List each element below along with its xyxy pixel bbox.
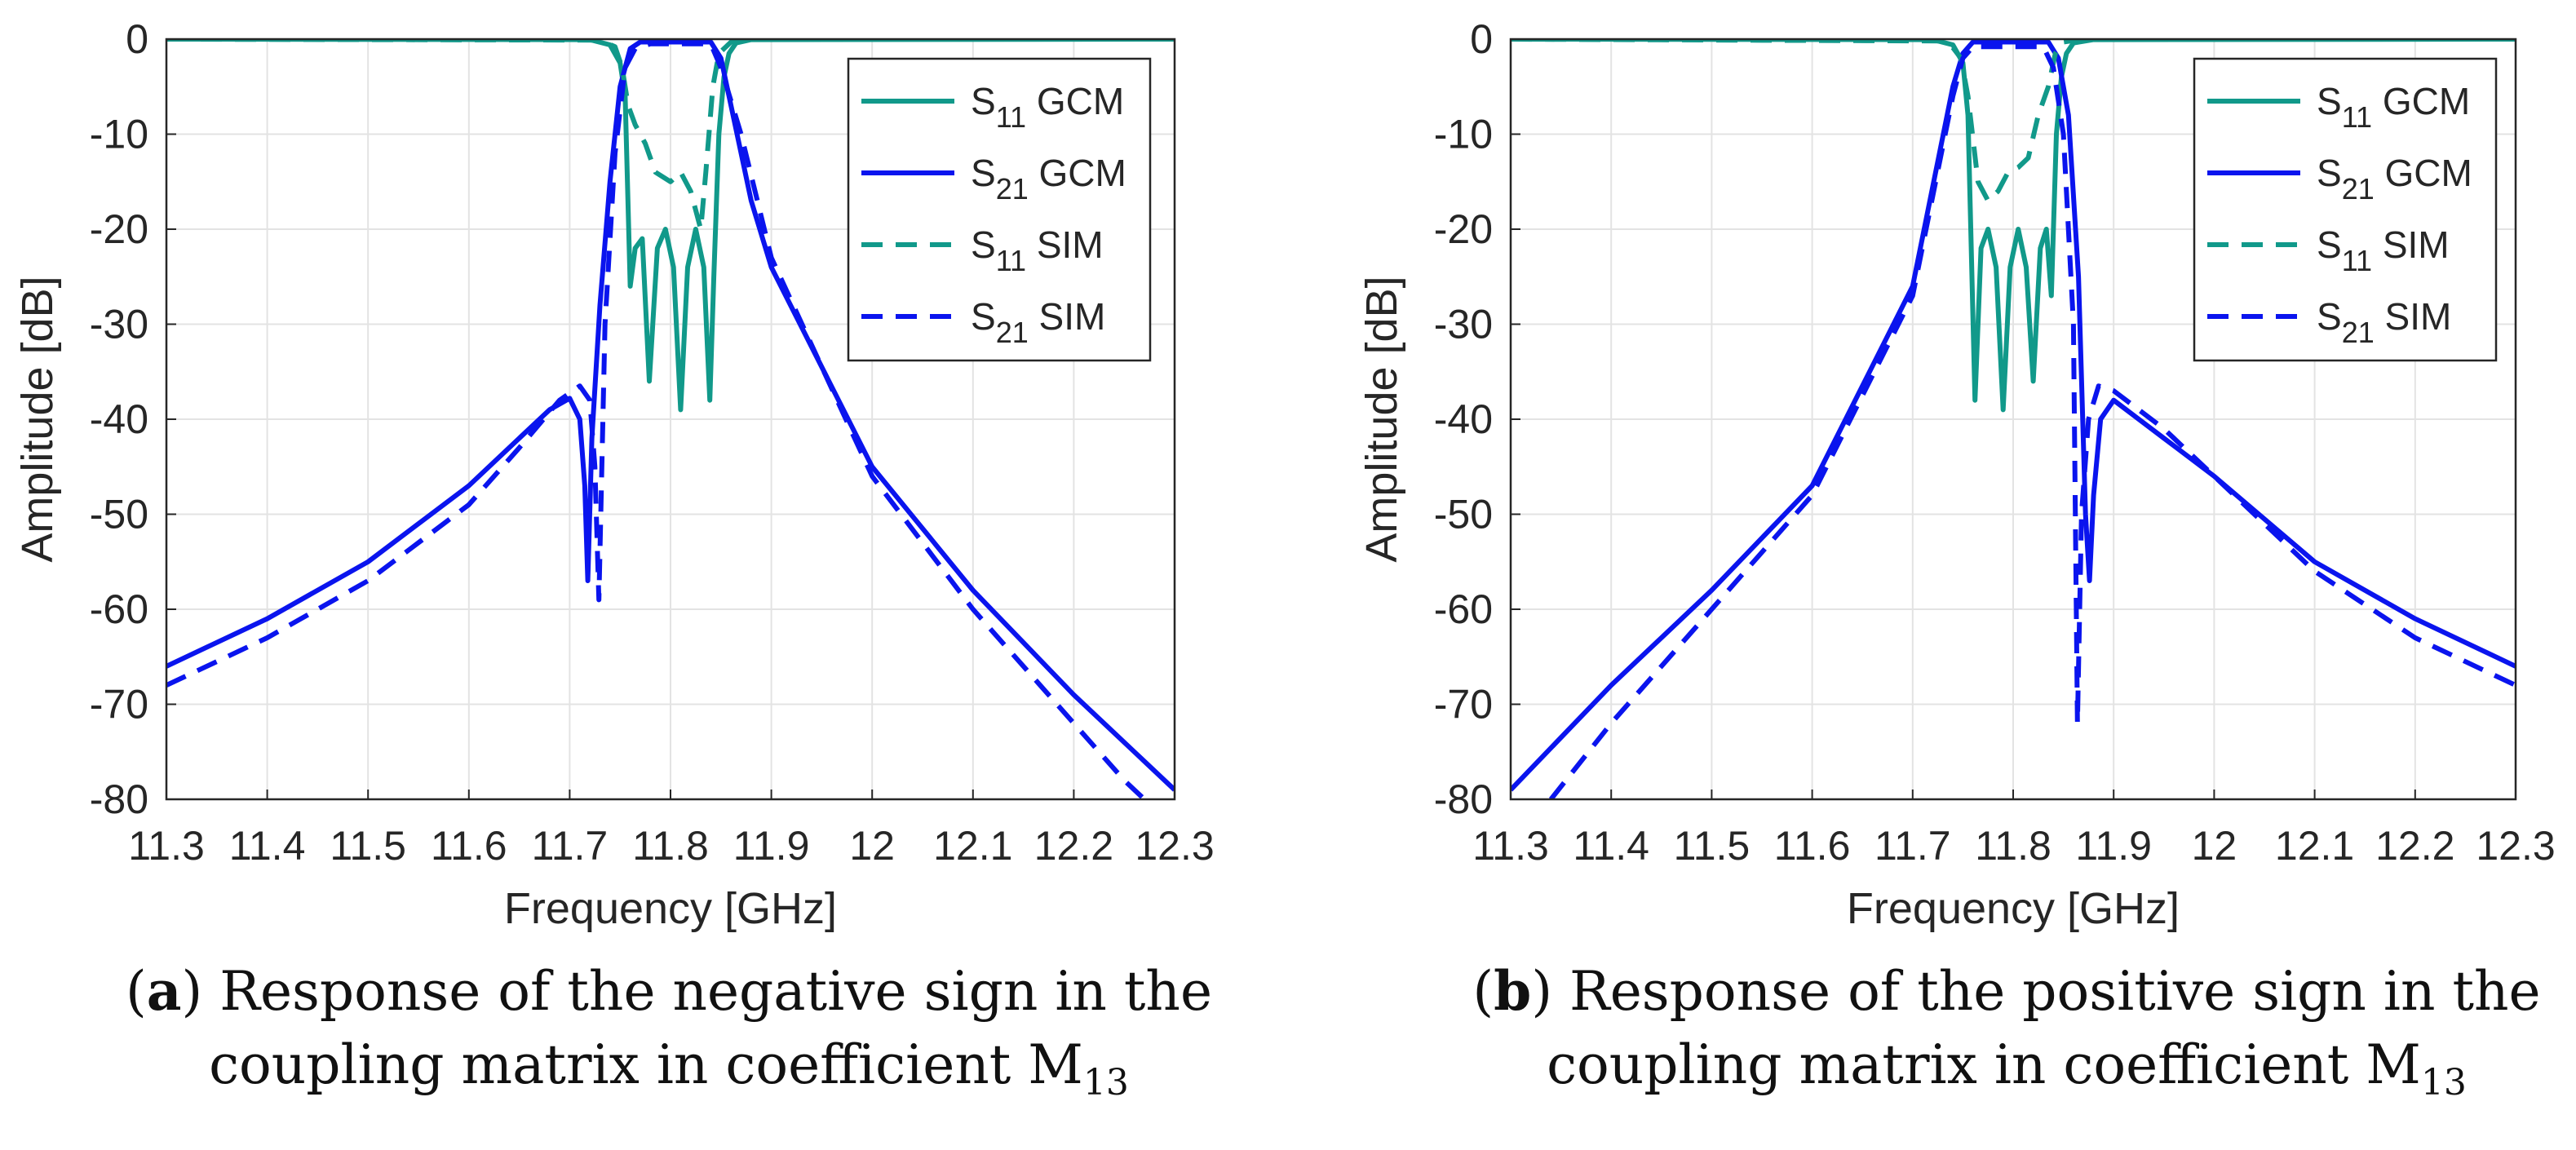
- caption-a-label: a: [146, 959, 182, 1023]
- x-tick-label: 12.2: [1034, 823, 1113, 869]
- y-tick-label: -20: [90, 206, 148, 252]
- x-tick-label: 11.6: [431, 823, 507, 869]
- legend-box: [2193, 57, 2498, 362]
- caption-b-sub: 13: [2420, 1062, 2467, 1104]
- x-tick-label: 11.8: [1975, 823, 2052, 869]
- x-tick-label: 12.1: [2275, 823, 2354, 869]
- plot-panel-a: 11.3 11.4 11.5 11.6 11.7 11.8 11.9 12 12.1 12.2 12…: [13, 16, 1215, 933]
- x-tick-label: 11.4: [1573, 823, 1649, 869]
- y-tick-label: -70: [90, 682, 148, 728]
- caption-a-sub: 13: [1082, 1062, 1129, 1104]
- caption-b-label: b: [1494, 959, 1532, 1023]
- legend-entry: S11 SIM: [971, 223, 1104, 277]
- y-tick-label: -70: [1434, 682, 1493, 728]
- x-tick-label: 11.4: [229, 823, 306, 869]
- series-line-21-sim: [1548, 44, 2516, 799]
- y-tick-label: -30: [90, 302, 148, 347]
- y-axis-label: Amplitude [dB]: [13, 276, 62, 562]
- x-tick-label: 12.3: [2476, 823, 2555, 869]
- x-tick-label: 11.7: [1874, 823, 1951, 869]
- x-tick-label: 11.6: [1774, 823, 1851, 869]
- plot-panel-b: 11.3 11.4 11.5 11.6 11.7 11.8 11.9 12 12.1 12.2 12…: [1357, 16, 2556, 933]
- y-tick-label: -50: [1434, 492, 1493, 537]
- x-tick-label: 11.7: [532, 823, 609, 869]
- legend-entry: S21 GCM: [2317, 152, 2472, 206]
- legend-entry: S11 SIM: [2317, 223, 2450, 277]
- x-tick-label: 11.5: [1674, 823, 1751, 869]
- x-tick-label: 11.3: [128, 823, 205, 869]
- x-axis-label: Frequency [GHz]: [1847, 884, 2180, 933]
- x-axis-label: Frequency [GHz]: [504, 884, 837, 933]
- y-tick-label: -50: [90, 492, 148, 537]
- x-tick-label: 11.3: [1472, 823, 1549, 869]
- series-line-21-gcm: [1511, 39, 2516, 792]
- y-tick-label: -60: [90, 586, 148, 632]
- caption-a-line1: Response of the negative sign in the: [219, 960, 1212, 1023]
- y-tick-label: -10: [1434, 112, 1493, 157]
- caption-a-line2: coupling matrix in coefficient M: [209, 1033, 1083, 1096]
- x-tick-label: 11.5: [330, 823, 406, 869]
- legend-entry: S21 SIM: [2317, 295, 2451, 349]
- x-tick-label: 12: [2192, 823, 2237, 869]
- y-tick-label: -80: [1434, 776, 1493, 822]
- y-axis-label: Amplitude [dB]: [1357, 276, 1406, 562]
- series-line-21-sim: [166, 41, 1149, 799]
- caption-b-line1: Response of the positive sign in the: [1569, 960, 2541, 1023]
- legend-box: [847, 57, 1152, 362]
- legend-entry: S11 GCM: [971, 80, 1124, 134]
- y-tick-label: -20: [1434, 206, 1493, 252]
- y-tick-label: -40: [1434, 396, 1493, 442]
- legend-entry: S21 SIM: [971, 295, 1105, 349]
- series-line-21-gcm: [166, 39, 1175, 792]
- caption-a: (a) Response of the negative sign in the…: [126, 959, 1212, 1104]
- legend-entry: S21 GCM: [971, 152, 1126, 206]
- x-tick-label: 12.1: [933, 823, 1012, 869]
- x-tick-label: 11.9: [733, 823, 810, 869]
- x-tick-label: 11.8: [632, 823, 709, 869]
- caption-b-line2: coupling matrix in coefficient M: [1547, 1033, 2421, 1096]
- x-tick-label: 12: [849, 823, 895, 869]
- axes-box: [165, 38, 1176, 801]
- x-tick-label: 11.9: [2075, 823, 2152, 869]
- legend-entry: S11 GCM: [2317, 80, 2470, 134]
- caption-b: (b) Response of the positive sign in the…: [1472, 959, 2541, 1104]
- y-tick-label: -30: [1434, 302, 1493, 347]
- x-tick-label: 12.2: [2375, 823, 2454, 869]
- y-tick-label: 0: [1470, 16, 1493, 62]
- y-tick-label: -40: [90, 396, 148, 442]
- x-tick-label: 12.3: [1135, 823, 1214, 869]
- y-tick-label: 0: [126, 16, 148, 62]
- y-tick-label: -80: [90, 776, 148, 822]
- y-tick-label: -10: [90, 112, 148, 157]
- y-tick-label: -60: [1434, 586, 1493, 632]
- axes-box: [1509, 38, 2517, 801]
